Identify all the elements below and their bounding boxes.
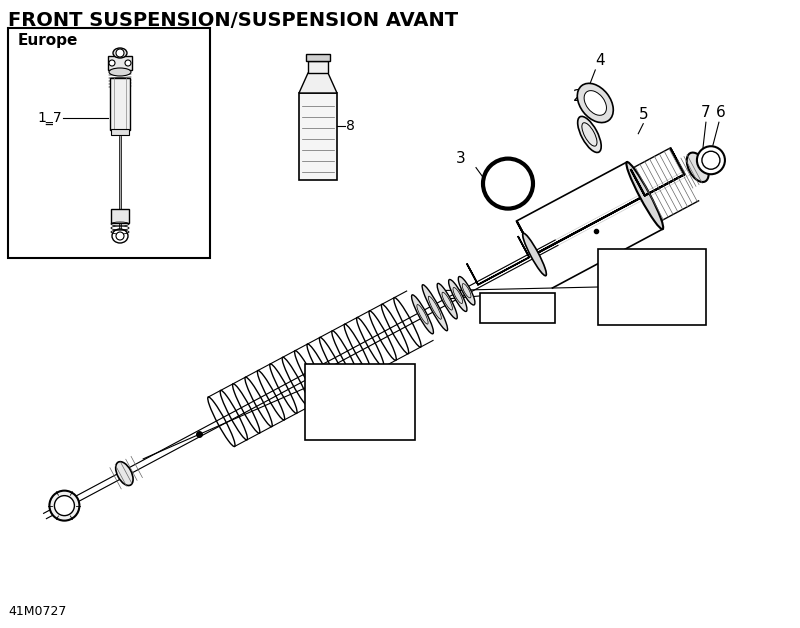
Ellipse shape bbox=[109, 68, 131, 76]
Text: 21b (1): 21b (1) bbox=[604, 311, 654, 325]
Ellipse shape bbox=[697, 146, 725, 174]
Ellipse shape bbox=[626, 162, 663, 229]
Circle shape bbox=[125, 60, 131, 66]
Bar bbox=[110, 78, 130, 130]
Text: Europe: Europe bbox=[18, 33, 78, 48]
Polygon shape bbox=[466, 236, 530, 284]
Ellipse shape bbox=[686, 153, 709, 182]
Text: 3: 3 bbox=[456, 151, 466, 166]
Ellipse shape bbox=[422, 284, 448, 331]
Text: 2: 2 bbox=[573, 89, 582, 104]
Bar bbox=[111, 129, 129, 135]
Ellipse shape bbox=[522, 233, 546, 276]
Circle shape bbox=[54, 495, 74, 516]
Bar bbox=[306, 54, 330, 61]
Text: 1‗7: 1‗7 bbox=[38, 111, 62, 125]
Bar bbox=[111, 209, 129, 223]
Ellipse shape bbox=[411, 295, 434, 334]
Ellipse shape bbox=[578, 84, 614, 122]
Ellipse shape bbox=[116, 462, 133, 485]
Bar bbox=[598, 249, 706, 325]
Ellipse shape bbox=[113, 48, 127, 58]
Text: 12b (1): 12b (1) bbox=[311, 372, 362, 386]
Circle shape bbox=[116, 232, 124, 240]
Polygon shape bbox=[299, 73, 337, 93]
Circle shape bbox=[702, 151, 720, 169]
Polygon shape bbox=[108, 56, 132, 70]
Bar bbox=[308, 61, 328, 73]
Bar bbox=[299, 93, 337, 180]
Polygon shape bbox=[517, 162, 645, 254]
Bar bbox=[8, 28, 210, 258]
Text: 6: 6 bbox=[716, 106, 726, 120]
Circle shape bbox=[109, 60, 115, 66]
Bar bbox=[480, 293, 555, 323]
Ellipse shape bbox=[584, 90, 606, 116]
Text: 5: 5 bbox=[638, 107, 648, 122]
Text: FRONT SUSPENSION/SUSPENSION AVANT: FRONT SUSPENSION/SUSPENSION AVANT bbox=[8, 11, 458, 30]
Text: 7: 7 bbox=[701, 106, 710, 120]
Ellipse shape bbox=[112, 229, 128, 243]
Circle shape bbox=[116, 49, 124, 57]
Text: 10c (1): 10c (1) bbox=[604, 257, 654, 271]
Text: 12c (2): 12c (2) bbox=[311, 408, 360, 422]
Ellipse shape bbox=[449, 279, 467, 311]
Ellipse shape bbox=[578, 116, 602, 153]
Text: 9b: 9b bbox=[507, 301, 526, 315]
Text: 10c (5): 10c (5) bbox=[604, 293, 654, 307]
Ellipse shape bbox=[437, 283, 458, 319]
Text: 4: 4 bbox=[595, 53, 605, 68]
Ellipse shape bbox=[458, 276, 475, 305]
Ellipse shape bbox=[50, 490, 79, 521]
Bar bbox=[305, 364, 415, 440]
Text: 21c (1): 21c (1) bbox=[604, 275, 654, 289]
Text: 21b (2): 21b (2) bbox=[311, 426, 362, 440]
Text: 21d (1): 21d (1) bbox=[311, 390, 362, 404]
Text: 8: 8 bbox=[346, 119, 355, 133]
Polygon shape bbox=[630, 148, 685, 195]
Text: 41M0727: 41M0727 bbox=[8, 605, 66, 618]
